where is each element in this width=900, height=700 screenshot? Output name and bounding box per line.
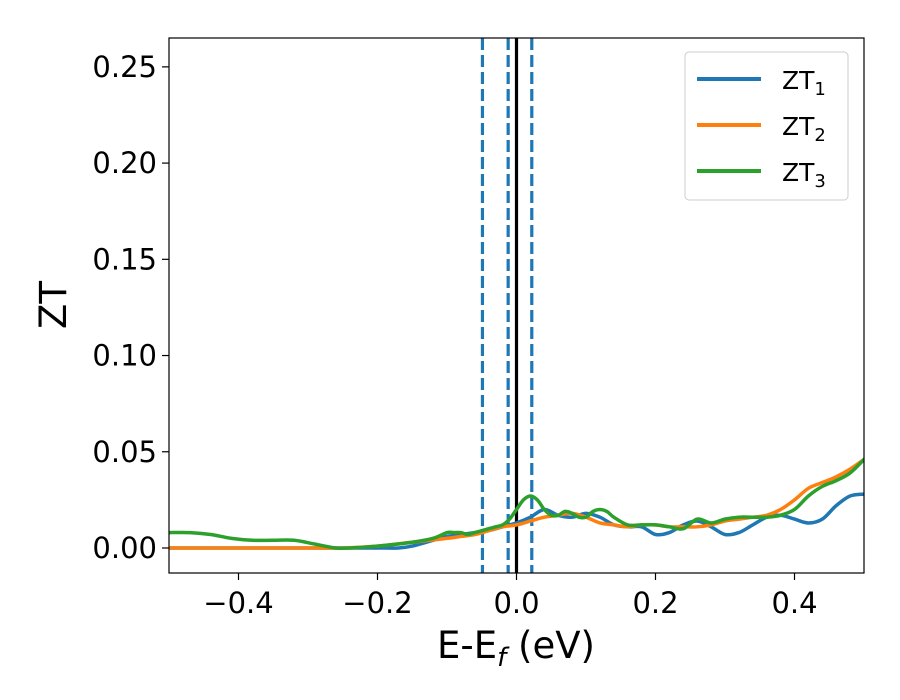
legend-entry-zt3: ZT3 (697, 158, 826, 192)
y-tick-label: 0.25 (92, 50, 157, 84)
x-tick-label: 0.4 (771, 586, 817, 620)
x-axis-title-main: E-E (437, 624, 497, 667)
series-lines (169, 457, 864, 551)
y-tick-label: 0.15 (92, 242, 157, 276)
legend-label-zt1: ZT (782, 66, 815, 95)
svg-text:ZT1: ZT1 (782, 66, 826, 100)
legend-box (684, 51, 849, 201)
legend-label-zt3: ZT (782, 158, 815, 187)
x-axis: −0.4 −0.2 0.0 0.2 0.4 (203, 573, 818, 620)
legend-sub-zt1: 1 (814, 79, 825, 100)
x-tick-label: −0.4 (203, 586, 273, 620)
x-axis-title: E-Ef (eV) (437, 624, 595, 673)
y-axis: 0.00 0.05 0.10 0.15 0.20 0.25 (92, 50, 169, 565)
svg-text:ZT3: ZT3 (782, 158, 826, 192)
legend-entry-zt1: ZT1 (697, 66, 826, 100)
y-tick-label: 0.10 (92, 339, 157, 373)
y-tick-label: 0.05 (92, 435, 157, 469)
series-line-zt3 (169, 457, 864, 551)
legend-sub-zt2: 2 (814, 125, 825, 146)
legend-entry-zt2: ZT2 (697, 112, 826, 146)
x-axis-title-unit: (eV) (506, 624, 595, 667)
reference-lines (480, 38, 534, 573)
y-tick-label: 0.00 (92, 531, 157, 565)
x-tick-label: 0.2 (632, 586, 678, 620)
legend: ZT1 ZT2 ZT3 (684, 51, 849, 201)
legend-label-zt2: ZT (782, 112, 815, 141)
legend-sub-zt3: 3 (814, 171, 825, 192)
svg-text:ZT2: ZT2 (782, 112, 826, 146)
y-tick-label: 0.20 (92, 146, 157, 180)
y-axis-title: ZT (32, 281, 75, 329)
x-tick-label: −0.2 (342, 586, 412, 620)
x-tick-label: 0.0 (493, 586, 539, 620)
